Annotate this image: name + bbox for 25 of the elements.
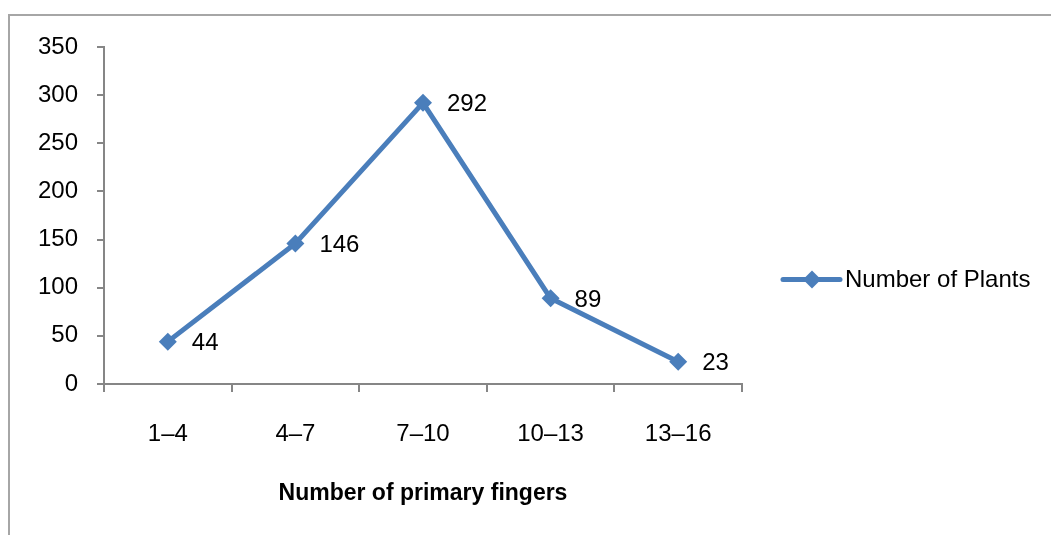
y-tick-label: 350 <box>37 31 78 59</box>
data-label: 292 <box>447 89 488 117</box>
y-tick-label: 150 <box>37 224 78 252</box>
point <box>669 352 688 371</box>
point <box>286 234 305 253</box>
x-tick-label: 4–7 <box>275 419 316 447</box>
x-axis-title: Number of primary fingers <box>278 478 568 505</box>
point <box>541 289 560 308</box>
legend-label: Number of Plants <box>845 265 1031 293</box>
y-tick-label: 250 <box>37 127 78 155</box>
data-label: 146 <box>319 230 360 258</box>
x-tick-label: 10–13 <box>517 419 584 447</box>
y-tick-label: 0 <box>64 368 78 396</box>
data-label: 89 <box>574 284 602 312</box>
x-tick-label: 13–16 <box>644 419 712 447</box>
data-label: 44 <box>191 328 219 356</box>
point <box>414 93 432 112</box>
point <box>158 332 177 351</box>
x-tick-label: 7–10 <box>396 419 450 447</box>
y-tick-label: 50 <box>51 320 78 348</box>
y-tick-label: 100 <box>37 272 78 300</box>
data-label: 23 <box>702 348 729 376</box>
y-tick-label: 300 <box>37 79 78 107</box>
y-tick-label: 200 <box>37 176 78 204</box>
x-tick-label: 1–4 <box>147 419 188 447</box>
